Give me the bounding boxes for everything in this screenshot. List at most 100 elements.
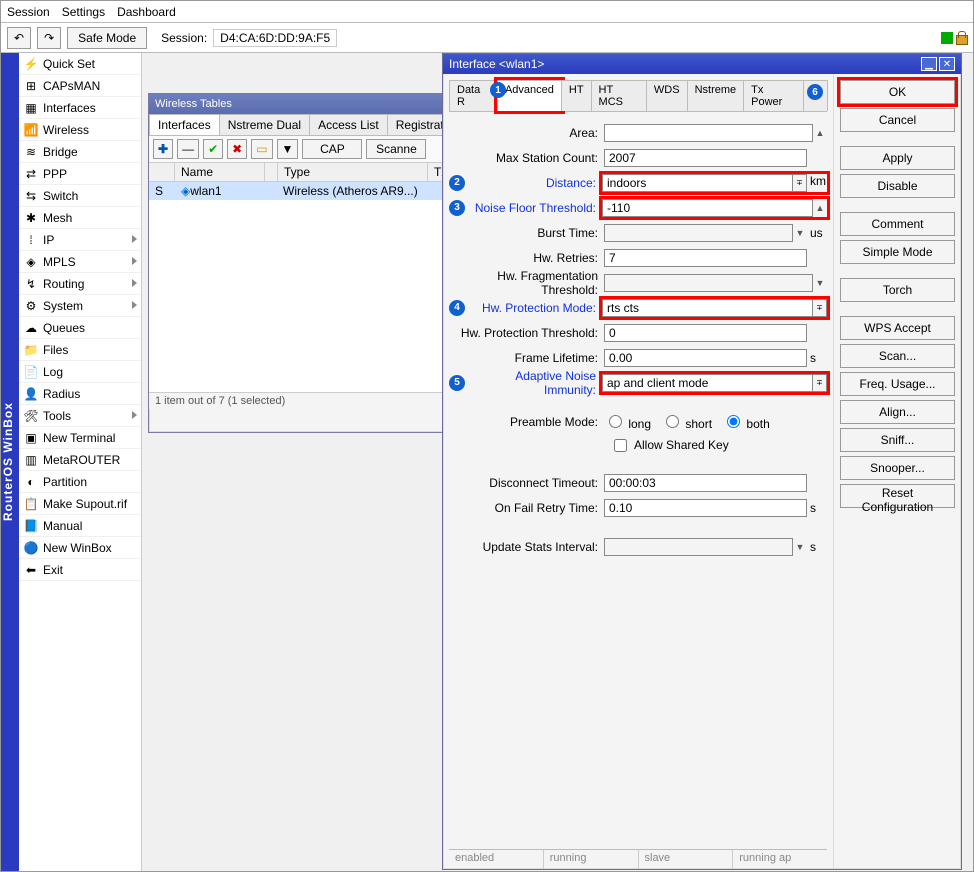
area-input[interactable] (604, 124, 813, 142)
chevron-down-icon[interactable]: ▼ (793, 224, 807, 242)
sidebar-item-system[interactable]: ⚙System (19, 295, 141, 317)
sidebar-item-wireless[interactable]: 📶Wireless (19, 119, 141, 141)
chevron-down-icon[interactable]: ▼ (793, 538, 807, 556)
protmode-label: Hw. Protection Mode: (468, 301, 602, 315)
tab-advanced[interactable]: Advanced (497, 80, 562, 111)
sidebar-item-new-winbox[interactable]: 🔵New WinBox (19, 537, 141, 559)
retry-input[interactable] (604, 499, 807, 517)
tab-wds[interactable]: WDS (646, 80, 688, 111)
simple-mode-button[interactable]: Simple Mode (840, 240, 955, 264)
tab-nstreme[interactable]: Nstreme (687, 80, 745, 111)
sniff--button[interactable]: Sniff... (840, 428, 955, 452)
sidebar-item-interfaces[interactable]: ▦Interfaces (19, 97, 141, 119)
radio-both[interactable]: both (722, 412, 770, 431)
retries-input[interactable] (604, 249, 807, 267)
sidebar-item-log[interactable]: 📄Log (19, 361, 141, 383)
shared-checkbox[interactable] (614, 439, 627, 452)
sidebar-item-mesh[interactable]: ✱Mesh (19, 207, 141, 229)
sidebar-item-mpls[interactable]: ◈MPLS (19, 251, 141, 273)
dropdown-icon[interactable]: ∓ (793, 174, 807, 192)
sidebar-item-routing[interactable]: ↯Routing (19, 273, 141, 295)
sidebar-item-ip[interactable]: ⁞IP (19, 229, 141, 251)
sidebar-item-make-supout-rif[interactable]: 📋Make Supout.rif (19, 493, 141, 515)
enable-button[interactable]: ✔ (203, 139, 223, 159)
safe-mode-button[interactable]: Safe Mode (67, 27, 147, 49)
freq-usage--button[interactable]: Freq. Usage... (840, 372, 955, 396)
queues-icon: ☁ (23, 320, 39, 336)
sidebar-item-partition[interactable]: ◐Partition (19, 471, 141, 493)
tab-ht-mcs[interactable]: HT MCS (591, 80, 647, 111)
undo-button[interactable]: ↶ (7, 27, 31, 49)
tab-interfaces[interactable]: Interfaces (149, 114, 220, 135)
dropdown-icon[interactable]: ∓ (813, 374, 827, 392)
sidebar-item-bridge[interactable]: ≋Bridge (19, 141, 141, 163)
sidebar-item-tools[interactable]: 🛠Tools (19, 405, 141, 427)
comment-button[interactable]: ▭ (251, 139, 272, 159)
col-type[interactable]: Type (278, 163, 428, 181)
disc-input[interactable] (604, 474, 807, 492)
chevron-up-icon[interactable]: ▲ (813, 124, 827, 142)
sidebar-item-capsman[interactable]: ⊞CAPsMAN (19, 75, 141, 97)
maxsta-input[interactable] (604, 149, 807, 167)
status-running: running (544, 850, 639, 869)
align--button[interactable]: Align... (840, 400, 955, 424)
radio-long[interactable]: long (604, 412, 651, 431)
chevron-down-icon[interactable]: ▼ (813, 274, 827, 292)
reset-configuration-button[interactable]: Reset Configuration (840, 484, 955, 508)
stats-input[interactable] (604, 538, 793, 556)
callout-5: 5 (449, 375, 465, 391)
burst-input[interactable] (604, 224, 793, 242)
protmode-input[interactable] (602, 299, 813, 317)
tab-tx-power[interactable]: Tx Power (743, 80, 804, 111)
sidebar-label: Queues (43, 321, 85, 335)
wps-accept-button[interactable]: WPS Accept (840, 316, 955, 340)
sidebar-item-manual[interactable]: 📘Manual (19, 515, 141, 537)
sidebar-item-ppp[interactable]: ⇄PPP (19, 163, 141, 185)
menu-dashboard[interactable]: Dashboard (117, 5, 176, 19)
filter-button[interactable]: ▼ (277, 139, 299, 159)
redo-button[interactable]: ↷ (37, 27, 61, 49)
scan--button[interactable]: Scan... (840, 344, 955, 368)
menu-settings[interactable]: Settings (62, 5, 105, 19)
sidebar-item-queues[interactable]: ☁ Queues (19, 317, 141, 339)
col-flag[interactable] (149, 163, 175, 181)
sidebar-item-switch[interactable]: ⇆Switch (19, 185, 141, 207)
scanner-button[interactable]: Scanne (366, 139, 426, 159)
tab-ht[interactable]: HT (561, 80, 592, 111)
chevron-up-icon[interactable]: ▲ (813, 199, 827, 217)
remove-button[interactable]: — (177, 139, 199, 159)
close-button[interactable]: ✕ (939, 57, 955, 71)
noise-input[interactable] (602, 199, 813, 217)
col-name[interactable]: Name (175, 163, 265, 181)
cancel-button[interactable]: Cancel (840, 108, 955, 132)
sidebar-label: Bridge (43, 145, 78, 159)
distance-input[interactable] (602, 174, 793, 192)
disable-button[interactable]: ✖ (227, 139, 247, 159)
disable-button[interactable]: Disable (840, 174, 955, 198)
sidebar-item-exit[interactable]: ⬅Exit (19, 559, 141, 581)
dropdown-icon[interactable]: ∓ (813, 299, 827, 317)
tab-access-list[interactable]: Access List (309, 114, 388, 135)
radio-short[interactable]: short (661, 412, 712, 431)
frame-input[interactable] (604, 349, 807, 367)
status-slave: slave (639, 850, 734, 869)
frag-input[interactable] (604, 274, 813, 292)
sidebar-item-files[interactable]: 📁Files (19, 339, 141, 361)
menu-session[interactable]: Session (7, 5, 50, 19)
minimize-button[interactable]: ▁ (921, 57, 937, 71)
tab-nstreme-dual[interactable]: Nstreme Dual (219, 114, 310, 135)
sidebar-item-quick-set[interactable]: ⚡Quick Set (19, 53, 141, 75)
sidebar-item-radius[interactable]: 👤Radius (19, 383, 141, 405)
sidebar-item-new-terminal[interactable]: ▣New Terminal (19, 427, 141, 449)
cap-button[interactable]: CAP (302, 139, 362, 159)
apply-button[interactable]: Apply (840, 146, 955, 170)
ani-input[interactable] (602, 374, 813, 392)
add-button[interactable]: ✚ (153, 139, 173, 159)
col-sort[interactable] (265, 163, 278, 181)
comment-button[interactable]: Comment (840, 212, 955, 236)
ok-button[interactable]: OK (840, 80, 955, 104)
protth-input[interactable] (604, 324, 807, 342)
sidebar-item-metarouter[interactable]: ▥MetaROUTER (19, 449, 141, 471)
torch-button[interactable]: Torch (840, 278, 955, 302)
snooper--button[interactable]: Snooper... (840, 456, 955, 480)
